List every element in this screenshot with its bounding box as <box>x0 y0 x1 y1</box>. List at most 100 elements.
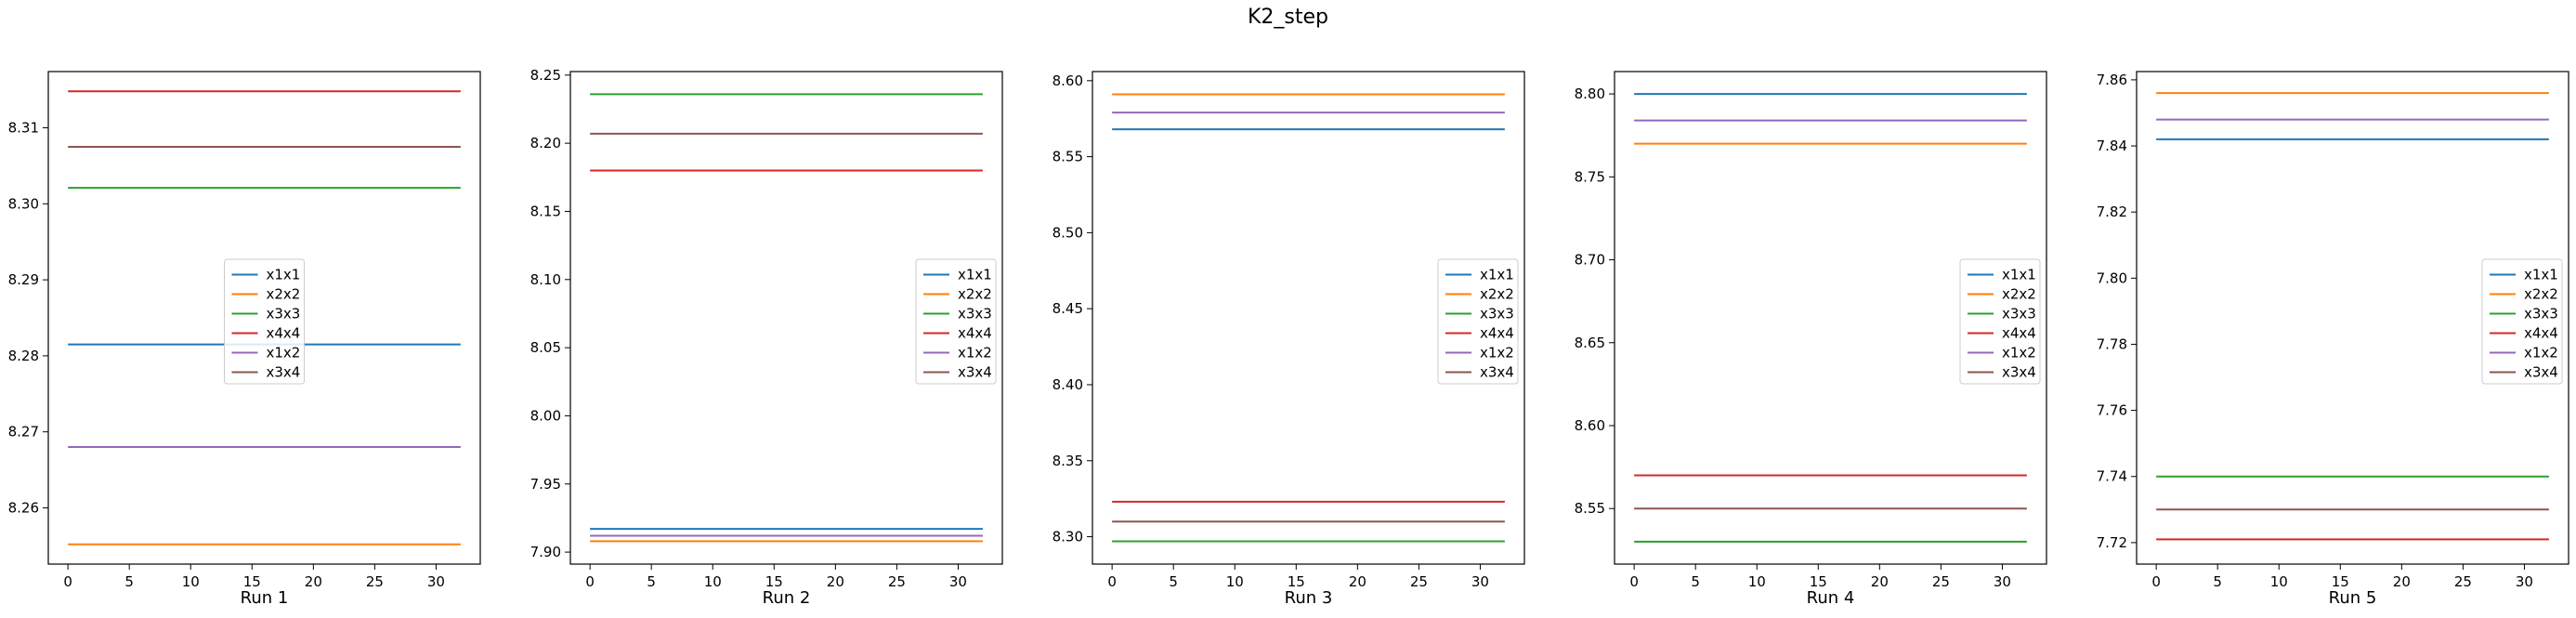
y-tick-label: 8.27 <box>8 424 39 440</box>
legend-label-x4x4: x4x4 <box>267 325 301 342</box>
y-tick-label: 8.40 <box>1053 376 1083 393</box>
y-tick-label: 8.30 <box>8 195 39 212</box>
x-tick-label: 0 <box>1107 573 1117 590</box>
legend-label-x4x4: x4x4 <box>2002 325 2036 342</box>
x-tick-label: 30 <box>1471 573 1489 590</box>
plot-frame <box>1614 71 2047 565</box>
y-tick-label: 7.90 <box>530 544 561 560</box>
legend-label-x4x4: x4x4 <box>958 325 992 342</box>
legend-label-x1x2: x1x2 <box>2002 345 2036 362</box>
legend: x1x1 x2x2 x3x3 x4x4 x1x2 x3x4 <box>915 258 997 385</box>
x-axis-label: Run 3 <box>1285 588 1333 608</box>
x-tick-label: 10 <box>2270 573 2288 590</box>
subplot-run-5: 0 5 10 15 20 25 30 7.72 7.74 7.76 7.78 7.80 7.82 7.84… <box>2097 71 2569 608</box>
y-tick-label: 8.10 <box>530 271 561 288</box>
figure-title: K2_step <box>1247 6 1328 29</box>
legend-label-x1x1: x1x1 <box>267 267 301 283</box>
y-tick-label: 8.00 <box>530 407 561 424</box>
x-tick-label: 15 <box>243 573 261 590</box>
legend-label-x3x4: x3x4 <box>958 364 992 381</box>
legend-label-x3x3: x3x3 <box>958 306 992 322</box>
x-tick-label: 5 <box>647 573 656 590</box>
y-tick-label: 7.76 <box>2097 402 2127 419</box>
subplot-run-2: 0 5 10 15 20 25 30 7.90 7.95 8.00 8.05 8.10 8.15 8.20… <box>530 67 1003 608</box>
legend-label-x2x2: x2x2 <box>2524 286 2558 303</box>
legend-label-x4x4: x4x4 <box>1480 325 1514 342</box>
legend-label-x1x1: x1x1 <box>2002 267 2036 283</box>
y-tick-label: 7.95 <box>530 476 561 493</box>
legend-label-x3x4: x3x4 <box>2524 364 2558 381</box>
legend-label-x2x2: x2x2 <box>267 286 301 303</box>
x-tick-label: 10 <box>1748 573 1766 590</box>
y-tick-label: 7.86 <box>2097 72 2127 88</box>
subplot-run-4: 0 5 10 15 20 25 30 8.55 8.60 8.65 8.70 8.75 8.80 Run … <box>1575 71 2047 608</box>
y-tick-label: 8.80 <box>1575 85 1605 102</box>
plot-frame <box>1092 71 1525 565</box>
y-tick-label: 7.74 <box>2097 468 2127 485</box>
x-axis-label: Run 1 <box>241 588 289 608</box>
y-tick-label: 8.70 <box>1575 252 1605 269</box>
legend: x1x1 x2x2 x3x3 x4x4 x1x2 x3x4 <box>1959 258 2041 385</box>
legend: x1x1 x2x2 x3x3 x4x4 x1x2 x3x4 <box>1437 258 1519 385</box>
legend-label-x1x2: x1x2 <box>267 345 301 362</box>
x-tick-label: 20 <box>1871 573 1889 590</box>
legend-label-x3x3: x3x3 <box>2524 306 2558 322</box>
y-tick-label: 8.25 <box>530 67 561 84</box>
legend-label-x1x2: x1x2 <box>958 345 992 362</box>
y-tick-label: 8.20 <box>530 135 561 151</box>
x-tick-label: 0 <box>2151 573 2161 590</box>
y-tick-label: 8.60 <box>1053 72 1083 89</box>
y-tick-label: 7.80 <box>2097 270 2127 286</box>
y-tick-label: 8.45 <box>1053 300 1083 317</box>
y-tick-label: 8.26 <box>8 499 39 516</box>
legend-label-x2x2: x2x2 <box>1480 286 1514 303</box>
y-tick-label: 7.82 <box>2097 204 2127 220</box>
x-tick-label: 0 <box>585 573 595 590</box>
x-tick-label: 0 <box>63 573 72 590</box>
x-tick-label: 5 <box>1691 573 1700 590</box>
legend-label-x2x2: x2x2 <box>2002 286 2036 303</box>
x-tick-label: 25 <box>1932 573 1950 590</box>
subplot-run-3: 0 5 10 15 20 25 30 8.30 8.35 8.40 8.45 8.50 8.55 8.60… <box>1053 71 1525 608</box>
x-tick-label: 30 <box>1994 573 2011 590</box>
y-tick-label: 8.75 <box>1575 168 1605 185</box>
x-tick-label: 20 <box>305 573 322 590</box>
x-tick-label: 20 <box>1349 573 1366 590</box>
y-tick-label: 7.72 <box>2097 534 2127 551</box>
y-tick-label: 8.29 <box>8 271 39 288</box>
x-tick-label: 25 <box>366 573 384 590</box>
legend-label-x3x3: x3x3 <box>1480 306 1514 322</box>
legend-label-x3x4: x3x4 <box>1480 364 1514 381</box>
x-tick-label: 25 <box>888 573 906 590</box>
x-tick-label: 15 <box>2332 573 2349 590</box>
x-tick-label: 5 <box>124 573 134 590</box>
x-tick-label: 15 <box>1810 573 1827 590</box>
x-tick-label: 5 <box>1169 573 1178 590</box>
x-tick-label: 0 <box>1629 573 1639 590</box>
legend-label-x3x3: x3x3 <box>2002 306 2036 322</box>
x-tick-label: 25 <box>2454 573 2472 590</box>
y-tick-label: 8.50 <box>1053 224 1083 241</box>
y-tick-label: 8.28 <box>8 348 39 364</box>
y-tick-label: 8.55 <box>1575 500 1605 517</box>
x-tick-label: 10 <box>182 573 200 590</box>
x-tick-label: 15 <box>765 573 783 590</box>
x-tick-label: 30 <box>949 573 967 590</box>
legend-label-x3x4: x3x4 <box>2002 364 2036 381</box>
plot-frame <box>47 71 481 565</box>
legend-label-x1x2: x1x2 <box>1480 345 1514 362</box>
plot-frame <box>2136 71 2569 565</box>
y-tick-label: 8.65 <box>1575 335 1605 351</box>
x-tick-label: 5 <box>2213 573 2222 590</box>
legend-label-x3x4: x3x4 <box>267 364 301 381</box>
y-tick-label: 7.78 <box>2097 335 2127 352</box>
x-tick-label: 30 <box>2516 573 2533 590</box>
x-tick-label: 10 <box>704 573 722 590</box>
plot-frame <box>569 71 1003 565</box>
y-tick-label: 8.15 <box>530 203 561 219</box>
x-tick-label: 30 <box>427 573 445 590</box>
x-tick-label: 10 <box>1226 573 1244 590</box>
x-tick-label: 25 <box>1410 573 1428 590</box>
x-tick-label: 15 <box>1288 573 1305 590</box>
x-axis-label: Run 2 <box>763 588 811 608</box>
